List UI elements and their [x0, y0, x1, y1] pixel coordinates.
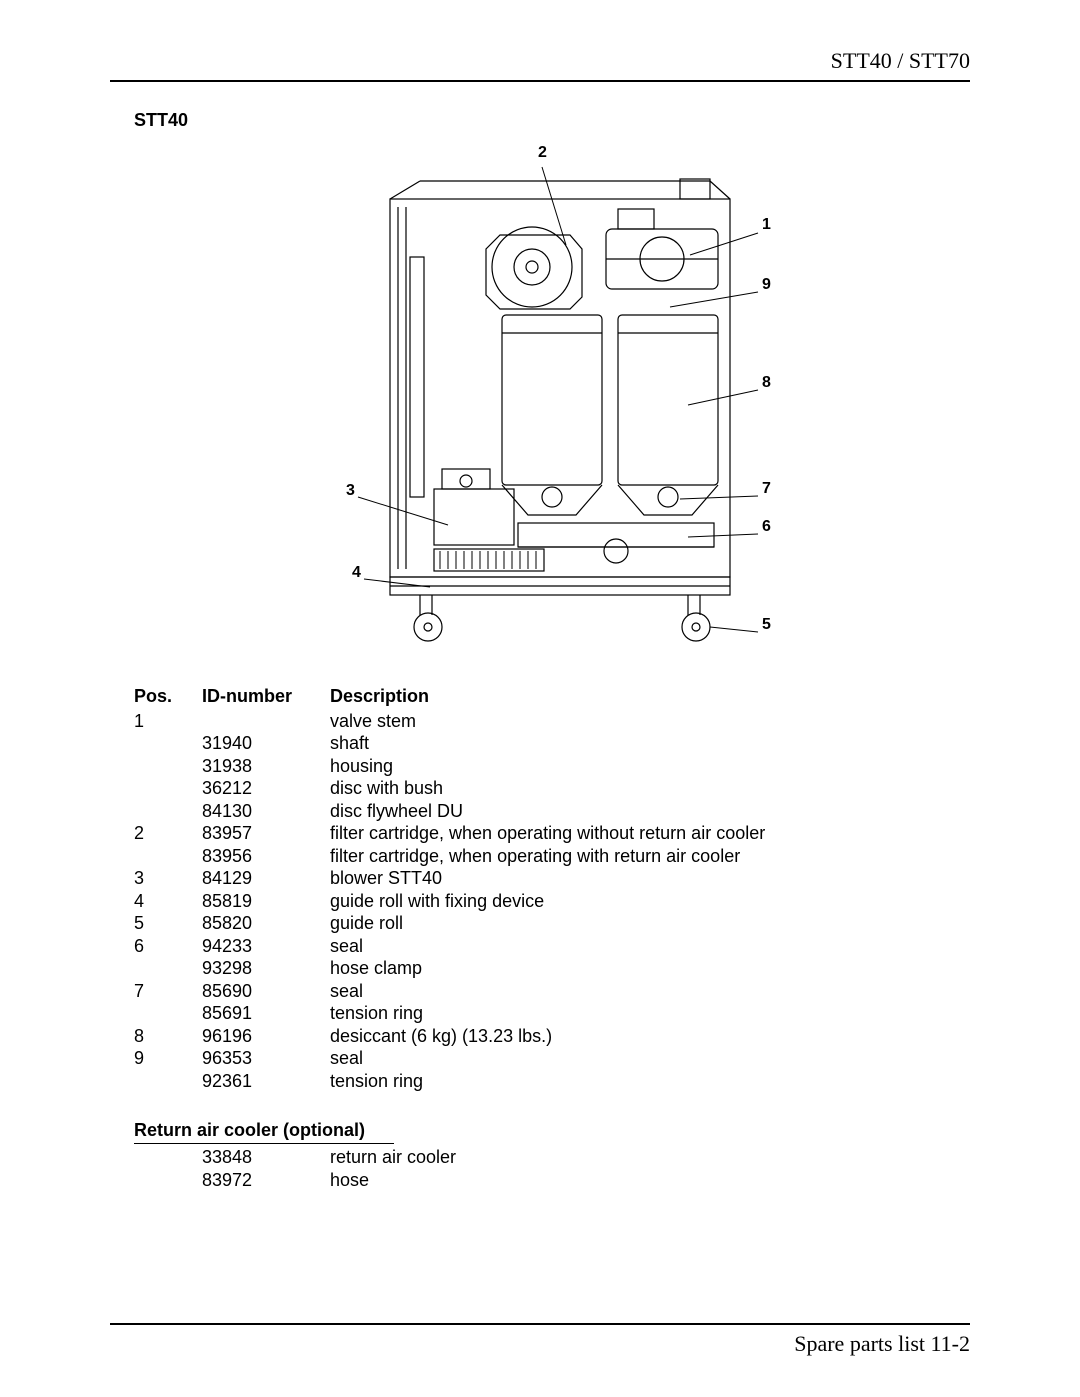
cell-id: 94233 — [202, 935, 330, 958]
cell-pos — [134, 957, 202, 980]
table-row: 33848return air cooler — [134, 1146, 818, 1169]
diagram-callout: 9 — [762, 276, 771, 293]
cell-desc: disc flywheel DU — [330, 800, 818, 823]
table-row: 83956filter cartridge, when operating wi… — [134, 845, 818, 868]
cell-pos — [134, 732, 202, 755]
table-row: 31940shaft — [134, 732, 818, 755]
cell-desc: housing — [330, 755, 818, 778]
table-row: 84130disc flywheel DU — [134, 800, 818, 823]
cell-pos — [134, 777, 202, 800]
diagram-callout: 4 — [352, 564, 361, 581]
cell-id — [202, 710, 330, 733]
table-row: 585820guide roll — [134, 912, 818, 935]
diagram-callout: 1 — [762, 216, 771, 233]
cell-desc: desiccant (6 kg) (13.23 lbs.) — [330, 1025, 818, 1048]
table-row: 694233seal — [134, 935, 818, 958]
cell-pos: 6 — [134, 935, 202, 958]
cell-desc: guide roll with fixing device — [330, 890, 818, 913]
cell-id: 83956 — [202, 845, 330, 868]
cell-desc: return air cooler — [330, 1146, 818, 1169]
cell-pos: 1 — [134, 710, 202, 733]
parts-diagram: 2 1 9 8 7 6 5 3 4 — [270, 137, 810, 667]
cell-pos: 8 — [134, 1025, 202, 1048]
cell-id: 83972 — [202, 1169, 330, 1192]
cell-desc: blower STT40 — [330, 867, 818, 890]
cell-pos — [134, 800, 202, 823]
diagram-callout: 6 — [762, 518, 771, 535]
cell-desc: hose clamp — [330, 957, 818, 980]
table-row: 996353seal — [134, 1047, 818, 1070]
table-header-row: Pos. ID-number Description — [134, 685, 818, 710]
table-row: 485819guide roll with fixing device — [134, 890, 818, 913]
cell-id: 92361 — [202, 1070, 330, 1093]
optional-table: 33848return air cooler83972hose — [134, 1146, 818, 1191]
diagram-callout: 8 — [762, 374, 771, 391]
table-row: 31938housing — [134, 755, 818, 778]
table-row: 896196desiccant (6 kg) (13.23 lbs.) — [134, 1025, 818, 1048]
table-row: 1 valve stem — [134, 710, 818, 733]
cell-pos — [134, 1146, 202, 1169]
cell-desc: tension ring — [330, 1070, 818, 1093]
cell-desc: guide roll — [330, 912, 818, 935]
cell-desc: seal — [330, 935, 818, 958]
cell-id: 84129 — [202, 867, 330, 890]
col-header-desc: Description — [330, 685, 818, 710]
cell-id: 96196 — [202, 1025, 330, 1048]
table-row: 93298hose clamp — [134, 957, 818, 980]
cell-id: 31940 — [202, 732, 330, 755]
col-header-pos: Pos. — [134, 685, 202, 710]
optional-heading: Return air cooler (optional) — [134, 1120, 394, 1144]
diagram-callout: 2 — [538, 144, 547, 161]
page-header-title: STT40 / STT70 — [110, 48, 970, 82]
table-row: 92361tension ring — [134, 1070, 818, 1093]
cell-pos: 3 — [134, 867, 202, 890]
cell-desc: seal — [330, 1047, 818, 1070]
cell-id: 96353 — [202, 1047, 330, 1070]
table-row: 85691tension ring — [134, 1002, 818, 1025]
cell-pos: 2 — [134, 822, 202, 845]
table-row: 83972hose — [134, 1169, 818, 1192]
table-row: 283957filter cartridge, when operating w… — [134, 822, 818, 845]
diagram-container: 2 1 9 8 7 6 5 3 4 — [110, 137, 970, 667]
page: STT40 / STT70 STT40 — [0, 0, 1080, 1397]
cell-desc: hose — [330, 1169, 818, 1192]
cell-pos — [134, 1070, 202, 1093]
table-row: 36212disc with bush — [134, 777, 818, 800]
cell-id: 85820 — [202, 912, 330, 935]
cell-desc: seal — [330, 980, 818, 1003]
cell-desc: filter cartridge, when operating without… — [330, 822, 818, 845]
table-row: 785690seal — [134, 980, 818, 1003]
parts-table: Pos. ID-number Description 1valve stem31… — [134, 685, 818, 1092]
cell-id: 84130 — [202, 800, 330, 823]
table-row: 384129blower STT40 — [134, 867, 818, 890]
cell-desc: shaft — [330, 732, 818, 755]
cell-id: 31938 — [202, 755, 330, 778]
col-header-id: ID-number — [202, 685, 330, 710]
cell-desc: filter cartridge, when operating with re… — [330, 845, 818, 868]
cell-pos — [134, 1169, 202, 1192]
cell-id: 85691 — [202, 1002, 330, 1025]
cell-pos: 4 — [134, 890, 202, 913]
cell-desc: valve stem — [330, 710, 818, 733]
cell-id: 85690 — [202, 980, 330, 1003]
cell-pos: 5 — [134, 912, 202, 935]
cell-id: 36212 — [202, 777, 330, 800]
diagram-callout: 7 — [762, 480, 771, 497]
cell-pos — [134, 755, 202, 778]
cell-pos: 7 — [134, 980, 202, 1003]
cell-id: 93298 — [202, 957, 330, 980]
cell-desc: disc with bush — [330, 777, 818, 800]
cell-id: 33848 — [202, 1146, 330, 1169]
cell-id: 85819 — [202, 890, 330, 913]
cell-pos — [134, 1002, 202, 1025]
cell-pos — [134, 845, 202, 868]
section-title: STT40 — [134, 110, 970, 131]
diagram-callout: 5 — [762, 616, 771, 633]
page-footer: Spare parts list 11-2 — [110, 1323, 970, 1357]
cell-id: 83957 — [202, 822, 330, 845]
diagram-callout: 3 — [346, 482, 355, 499]
cell-pos: 9 — [134, 1047, 202, 1070]
cell-desc: tension ring — [330, 1002, 818, 1025]
